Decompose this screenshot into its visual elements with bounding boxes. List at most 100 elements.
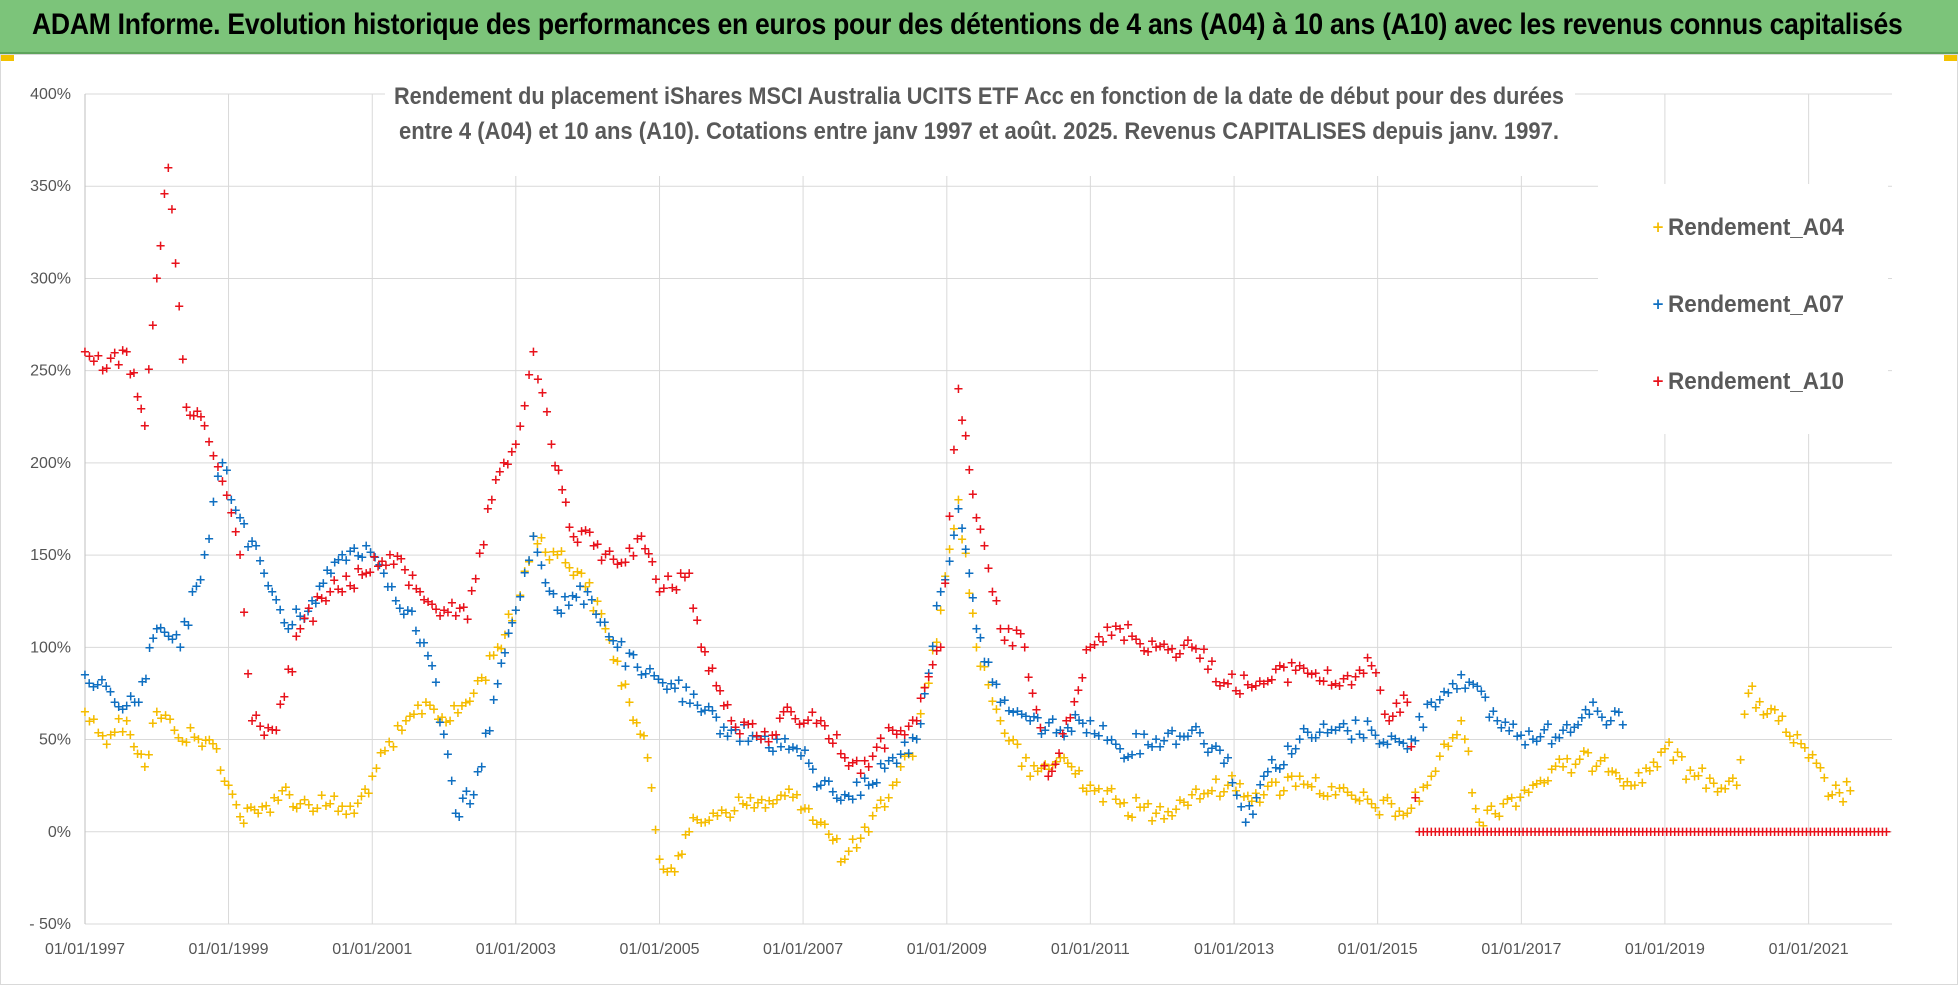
- data-point: +: [1163, 726, 1174, 741]
- data-point: +: [188, 409, 199, 424]
- data-point: +: [502, 458, 513, 473]
- data-point: +: [1613, 706, 1624, 721]
- data-point: +: [772, 733, 783, 748]
- data-point: +: [1609, 705, 1620, 720]
- data-point: +: [1016, 708, 1027, 723]
- data-point: +: [768, 745, 779, 760]
- data-point: +: [1032, 711, 1043, 726]
- data-point: +: [887, 723, 898, 738]
- data-point: +: [1834, 786, 1845, 801]
- data-point: +: [1459, 733, 1470, 748]
- data-point: +: [863, 779, 874, 794]
- data-point: +: [1451, 682, 1462, 697]
- data-point: +: [457, 792, 468, 807]
- data-point: +: [125, 728, 136, 743]
- data-point: +: [867, 778, 878, 793]
- data-point: +: [1187, 723, 1198, 738]
- x-tick-label: 01/01/2001: [332, 941, 412, 958]
- data-point: +: [316, 789, 327, 804]
- data-point: +: [1322, 790, 1333, 805]
- data-point: +: [1015, 627, 1026, 642]
- data-point: +: [1215, 790, 1226, 805]
- data-point: +: [572, 565, 583, 580]
- data-point: +: [1661, 825, 1672, 840]
- data-point: +: [643, 547, 654, 562]
- data-point: +: [1398, 808, 1409, 823]
- data-point: +: [1302, 726, 1313, 741]
- data-point: +: [967, 591, 978, 606]
- data-point: +: [1460, 682, 1471, 697]
- data-point: +: [1342, 785, 1353, 800]
- data-point: +: [503, 608, 514, 623]
- data-point: +: [143, 748, 154, 763]
- data-point: +: [1378, 735, 1389, 750]
- data-point: +: [1523, 785, 1534, 800]
- data-point: +: [242, 801, 253, 816]
- data-point: +: [1704, 771, 1715, 786]
- data-point: +: [251, 708, 262, 723]
- data-point: +: [582, 585, 593, 600]
- data-point: +: [1085, 640, 1096, 655]
- data-point: +: [662, 865, 673, 880]
- data-point: +: [345, 579, 356, 594]
- data-point: +: [536, 531, 547, 546]
- data-point: +: [1004, 704, 1015, 719]
- data-point: +: [819, 719, 830, 734]
- data-point: +: [468, 686, 479, 701]
- data-point: +: [1098, 719, 1109, 734]
- data-point: +: [798, 716, 809, 731]
- data-point: +: [1139, 644, 1150, 659]
- data-point: +: [863, 825, 874, 840]
- x-tick-label: 01/01/2009: [907, 941, 987, 958]
- data-point: +: [528, 345, 539, 360]
- data-point: +: [129, 695, 140, 710]
- data-point: +: [711, 710, 722, 725]
- data-point: +: [1819, 771, 1830, 786]
- data-point: +: [353, 549, 364, 564]
- data-point: +: [1500, 715, 1511, 730]
- data-point: +: [971, 622, 982, 637]
- data-point: +: [919, 681, 930, 696]
- data-point: +: [895, 724, 906, 739]
- x-tick-label: 01/01/1999: [188, 941, 268, 958]
- y-tick-label: 200%: [30, 455, 71, 472]
- data-point: +: [696, 816, 707, 831]
- x-tick-label: 01/01/2019: [1625, 941, 1705, 958]
- data-point: +: [935, 585, 946, 600]
- data-point: +: [92, 678, 103, 693]
- data-point: +: [703, 664, 714, 679]
- corner-mark-right: [1944, 54, 1958, 61]
- data-point: +: [1426, 769, 1437, 784]
- data-point: +: [1447, 677, 1458, 692]
- data-point: +: [1515, 790, 1526, 805]
- data-point: +: [365, 546, 376, 561]
- data-point: +: [1127, 748, 1138, 763]
- data-point: +: [895, 760, 906, 775]
- data-point: +: [1027, 687, 1038, 702]
- data-point: +: [768, 797, 779, 812]
- data-point: +: [907, 713, 918, 728]
- data-point: +: [1123, 809, 1134, 824]
- data-point: +: [1298, 722, 1309, 737]
- data-point: +: [80, 345, 91, 360]
- data-point: +: [1036, 727, 1047, 742]
- data-point: +: [308, 805, 319, 820]
- data-point: +: [831, 791, 842, 806]
- data-point: +: [638, 729, 649, 744]
- data-point: +: [204, 733, 215, 748]
- data-point: +: [97, 729, 108, 744]
- data-point: +: [472, 765, 483, 780]
- data-point: +: [427, 659, 438, 674]
- data-point: +: [669, 865, 680, 880]
- data-point: +: [1581, 825, 1592, 840]
- data-point: +: [1135, 747, 1146, 762]
- data-point: +: [484, 724, 495, 739]
- data-point: +: [1689, 769, 1700, 784]
- data-point: +: [392, 549, 403, 564]
- data-point: +: [960, 546, 971, 561]
- data-point: +: [1543, 718, 1554, 733]
- data-point: +: [1110, 792, 1121, 807]
- data-point: +: [1458, 825, 1469, 840]
- y-tick-label: 250%: [30, 363, 71, 380]
- data-point: +: [235, 511, 246, 526]
